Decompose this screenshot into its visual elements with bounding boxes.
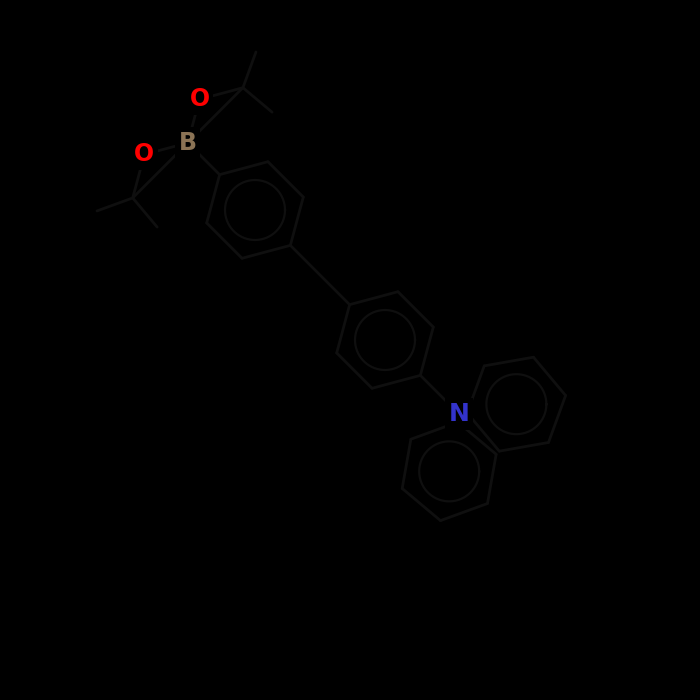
Text: B: B <box>178 131 197 155</box>
Text: O: O <box>134 143 155 167</box>
Text: N: N <box>449 402 470 426</box>
Text: O: O <box>190 88 209 111</box>
